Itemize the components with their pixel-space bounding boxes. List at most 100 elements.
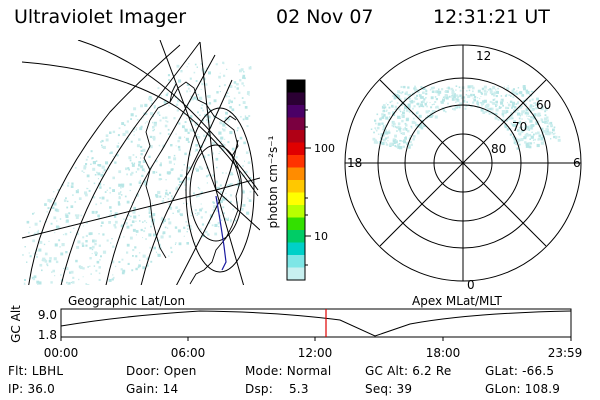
aurora-speckle	[152, 115, 154, 117]
aurora-speckle	[153, 105, 156, 108]
aurora-speckle	[206, 182, 208, 184]
aurora-speckle	[374, 139, 377, 142]
aurora-speckle	[228, 102, 230, 104]
aurora-speckle	[532, 139, 535, 141]
aurora-speckle	[516, 90, 518, 92]
aurora-speckle	[104, 191, 107, 193]
aurora-speckle	[511, 89, 514, 93]
aurora-speckle	[383, 108, 385, 110]
status-label: GLon:	[485, 382, 521, 396]
aurora-speckle	[238, 104, 241, 106]
aurora-speckle	[403, 140, 407, 144]
aurora-speckle	[89, 257, 92, 260]
aurora-speckle	[243, 141, 246, 145]
aurora-speckle	[376, 126, 380, 130]
aurora-speckle	[526, 92, 528, 95]
aurora-speckle	[139, 259, 141, 261]
aurora-speckle	[135, 234, 137, 236]
aurora-speckle	[150, 112, 154, 116]
aurora-speckle	[190, 214, 192, 217]
aurora-speckle	[117, 203, 121, 206]
aurora-speckle	[179, 213, 181, 215]
aurora-speckle	[410, 125, 413, 128]
aurora-speckle	[446, 90, 449, 93]
aurora-speckle	[506, 102, 508, 104]
aurora-speckle	[178, 122, 181, 125]
aurora-speckle	[516, 112, 520, 116]
aurora-speckle	[399, 117, 401, 119]
coastline	[143, 81, 241, 285]
aurora-speckle	[44, 203, 47, 206]
aurora-speckle	[488, 112, 491, 115]
aurora-speckle	[120, 187, 122, 189]
aurora-speckle	[80, 214, 83, 217]
aurora-speckle	[407, 145, 410, 148]
aurora-speckle	[186, 66, 188, 68]
polar-map: 12 18 6 0 60 70 80	[344, 44, 582, 292]
aurora-speckle	[487, 89, 490, 91]
aurora-speckle	[105, 134, 109, 137]
aurora-speckle	[200, 88, 202, 90]
aurora-speckle	[148, 155, 151, 158]
x-tick-label: 06:00	[171, 346, 206, 360]
aurora-speckle	[551, 132, 553, 134]
aurora-speckle	[186, 90, 189, 93]
aurora-speckle	[92, 239, 95, 243]
status-value: 5.3	[288, 382, 309, 396]
aurora-speckle	[158, 178, 161, 181]
aurora-speckle	[394, 105, 397, 108]
aurora-speckle	[392, 111, 395, 114]
aurora-speckle	[179, 180, 182, 183]
colorbar-gradient	[287, 80, 305, 281]
aurora-speckle	[141, 168, 145, 172]
aurora-speckle	[85, 158, 88, 161]
aurora-speckle	[517, 87, 520, 89]
aurora-speckle	[222, 128, 224, 130]
aurora-speckle	[98, 272, 101, 275]
aurora-speckle	[139, 179, 141, 182]
aurora-speckle	[384, 137, 388, 140]
aurora-speckle	[126, 200, 130, 204]
aurora-speckle	[222, 123, 226, 127]
aurora-speckle	[205, 175, 208, 178]
aurora-speckle	[68, 224, 70, 226]
status-value: LBHL	[31, 364, 64, 378]
colorbar-swatch	[287, 142, 305, 156]
aurora-speckle	[530, 135, 534, 139]
aurora-speckle	[66, 219, 69, 222]
aurora-speckle	[531, 124, 535, 127]
aurora-speckle	[437, 93, 441, 96]
aurora-speckle	[385, 143, 388, 146]
aurora-speckle	[557, 138, 561, 142]
aurora-speckle	[249, 190, 252, 193]
aurora-speckle	[483, 99, 487, 103]
aurora-speckle	[176, 186, 178, 189]
aurora-speckle	[143, 230, 146, 233]
aurora-speckle	[384, 106, 387, 109]
aurora-speckle	[92, 161, 96, 165]
aurora-speckle	[491, 93, 494, 96]
aurora-speckle	[387, 104, 389, 106]
aurora-speckle	[432, 86, 435, 89]
aurora-speckle	[231, 108, 235, 112]
app-title: Ultraviolet Imager	[14, 6, 187, 28]
aurora-speckle	[77, 189, 79, 191]
aurora-speckle	[494, 98, 496, 100]
aurora-speckle	[518, 117, 521, 120]
aurora-speckle	[170, 144, 173, 147]
aurora-speckle	[65, 197, 67, 199]
aurora-speckle	[429, 102, 431, 104]
aurora-speckle	[70, 205, 74, 208]
aurora-speckle	[530, 116, 533, 119]
aurora-speckle	[241, 190, 245, 194]
orbit-track	[215, 195, 227, 271]
aurora-speckle	[131, 164, 135, 167]
aurora-speckle	[121, 122, 125, 125]
aurora-speckle	[178, 242, 182, 246]
aurora-speckle	[173, 157, 177, 161]
aurora-speckle	[199, 114, 201, 116]
aurora-speckle	[71, 182, 74, 185]
aurora-speckle	[26, 220, 30, 224]
aurora-speckle	[95, 269, 98, 272]
aurora-speckle	[197, 111, 199, 114]
